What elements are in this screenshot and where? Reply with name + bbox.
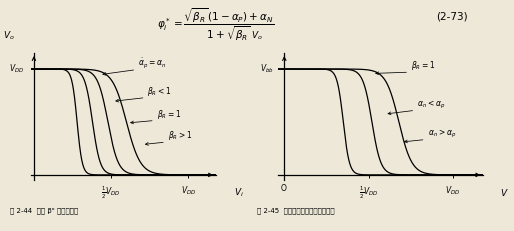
Text: $\frac{1}{2}V_{DD}$: $\frac{1}{2}V_{DD}$: [101, 184, 121, 201]
Text: $\beta_R>1$: $\beta_R>1$: [168, 129, 192, 142]
Text: $\varphi_i^* = \dfrac{\sqrt{\beta_R}\,(1-\alpha_P)+\alpha_N}{1+\sqrt{\beta_R}}$: $\varphi_i^* = \dfrac{\sqrt{\beta_R}\,(1…: [157, 7, 274, 43]
Text: $\beta_R=1$: $\beta_R=1$: [411, 59, 435, 72]
Text: O: O: [281, 184, 286, 193]
Text: $\dot{\alpha}_p=\alpha_n$: $\dot{\alpha}_p=\alpha_n$: [138, 56, 167, 70]
Text: $V_{DD}$: $V_{DD}$: [180, 184, 196, 197]
Text: $\alpha_n>\alpha_p$: $\alpha_n>\alpha_p$: [428, 128, 456, 140]
Text: $V_{DD}$: $V_{DD}$: [9, 63, 25, 75]
Text: $\frac{1}{2}V_{DD}$: $\frac{1}{2}V_{DD}$: [359, 184, 378, 201]
Text: $V_o$: $V_o$: [3, 29, 14, 42]
Text: $V_o$: $V_o$: [251, 29, 263, 42]
Text: $V$: $V$: [500, 187, 508, 198]
Text: $V_{DD}$: $V_{DD}$: [445, 184, 461, 197]
Text: $\alpha_n<\alpha_p$: $\alpha_n<\alpha_p$: [417, 99, 446, 111]
Text: $\beta_R<1$: $\beta_R<1$: [148, 85, 172, 98]
Text: 图 2-44  不同 βᵒ 的传输特性: 图 2-44 不同 βᵒ 的传输特性: [10, 207, 79, 214]
Text: (2-73): (2-73): [436, 12, 468, 21]
Text: $V_i$: $V_i$: [234, 187, 244, 199]
Text: $\beta_R=1$: $\beta_R=1$: [157, 108, 181, 121]
Text: $V_{bb}$: $V_{bb}$: [261, 63, 274, 75]
Text: 图 2-45  阈值电压不匹配的传输特性: 图 2-45 阈值电压不匹配的传输特性: [257, 207, 335, 214]
